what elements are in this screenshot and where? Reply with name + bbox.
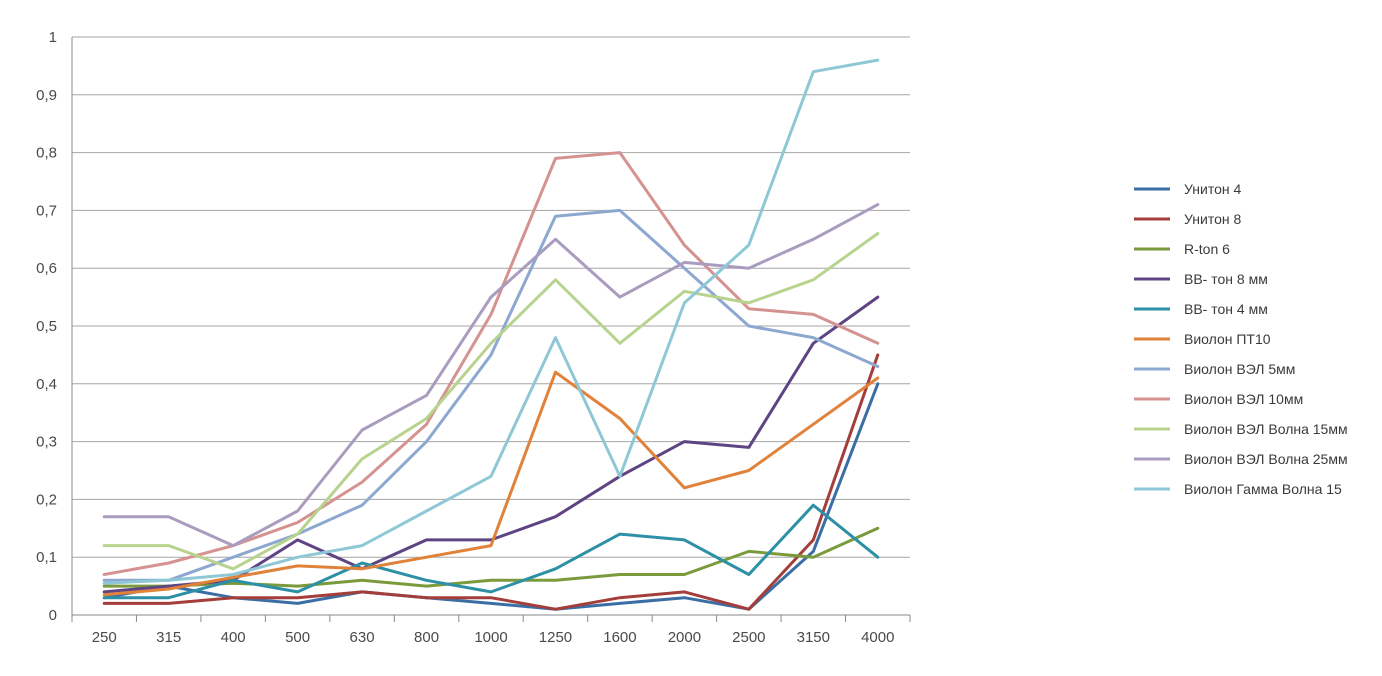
- x-tick-label: 630: [350, 629, 375, 646]
- legend-label: ВВ- тон 4 мм: [1184, 301, 1268, 317]
- series-line-8: [102, 151, 880, 576]
- legend-label: Унитон 8: [1184, 211, 1241, 227]
- series-line-5: [102, 503, 880, 600]
- y-tick-label: 0,1: [36, 549, 57, 566]
- x-tick-label: 3150: [797, 629, 830, 646]
- legend: Унитон 4 Унитон 8 R-ton 6 ВВ- тон 8 мм ВВ- т…: [1134, 181, 1348, 497]
- y-tick-label: 1: [49, 29, 57, 46]
- legend-label: Виолон ВЭЛ Волна 15мм: [1184, 421, 1348, 437]
- x-tick-label: 400: [221, 629, 246, 646]
- x-tick-label: 1250: [539, 629, 572, 646]
- grid-lines: [72, 36, 910, 616]
- series-line-3: [102, 526, 880, 588]
- x-tick-label: 2000: [668, 629, 701, 646]
- y-tick-label: 0,8: [36, 145, 57, 162]
- x-tick-label: 1600: [603, 629, 636, 646]
- legend-label: ВВ- тон 8 мм: [1184, 271, 1268, 287]
- legend-label: Унитон 4: [1184, 181, 1241, 197]
- series-line-9: [102, 232, 880, 571]
- x-tick-label: 250: [92, 629, 117, 646]
- x-tick-label: 1000: [474, 629, 507, 646]
- series-line-6: [102, 370, 880, 597]
- legend-label: Виолон ВЭЛ 10мм: [1184, 391, 1303, 407]
- legend-label: Виолон ПТ10: [1184, 331, 1271, 347]
- x-tick-label: 2500: [732, 629, 765, 646]
- x-tick-label: 500: [285, 629, 310, 646]
- legend-label: R-ton 6: [1184, 241, 1230, 257]
- series-line-11: [102, 58, 880, 585]
- x-tick-label: 800: [414, 629, 439, 646]
- y-tick-label: 0,2: [36, 491, 57, 508]
- y-tick-label: 0,4: [36, 376, 57, 393]
- series-line-2: [102, 353, 880, 611]
- series-line-10: [102, 203, 880, 548]
- y-tick-label: 0,5: [36, 318, 57, 335]
- x-tick-label: 315: [156, 629, 181, 646]
- y-tick-label: 0,9: [36, 87, 57, 104]
- y-tick-label: 0,7: [36, 202, 57, 219]
- y-tick-label: 0,3: [36, 434, 57, 451]
- series-group: [102, 58, 880, 611]
- x-tick-label: 4000: [861, 629, 894, 646]
- legend-label: Виолон ВЭЛ 5мм: [1184, 361, 1295, 377]
- legend-label: Виолон ВЭЛ Волна 25мм: [1184, 451, 1348, 467]
- legend-label: Виолон Гамма Волна 15: [1184, 481, 1342, 497]
- y-tick-label: 0: [49, 607, 57, 624]
- y-tick-label: 0,6: [36, 260, 57, 277]
- series-line-7: [102, 208, 880, 582]
